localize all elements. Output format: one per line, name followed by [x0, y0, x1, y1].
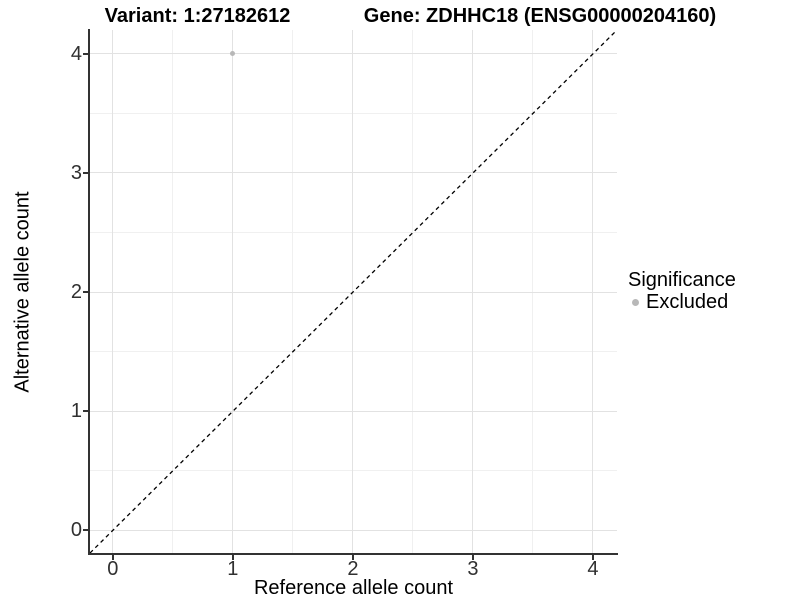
y-major-gridline: [90, 53, 617, 55]
identity-line: [90, 30, 617, 553]
y-minor-gridline: [90, 470, 617, 472]
legend-entry: Excluded: [628, 292, 736, 313]
x-axis-title: Reference allele count: [253, 577, 453, 599]
x-minor-gridline: [532, 30, 534, 553]
legend-entry-label: Excluded: [646, 291, 729, 313]
x-tick-label: 2: [347, 558, 359, 580]
y-axis-tick: [83, 171, 88, 174]
x-tick-label: 0: [107, 558, 119, 580]
plot-panel: [90, 30, 617, 553]
x-axis-tick: [351, 555, 354, 560]
y-major-gridline: [90, 410, 617, 412]
variant-title: Variant: 1:27182612: [104, 5, 291, 27]
y-minor-gridline: [90, 112, 617, 114]
x-tick-label: 3: [467, 558, 479, 580]
x-major-gridline: [112, 30, 114, 553]
legend: Significance Excluded: [628, 270, 736, 313]
y-tick-label: 3: [70, 161, 82, 184]
x-tick-label: 4: [587, 558, 599, 580]
y-axis-tick: [83, 529, 88, 532]
y-major-gridline: [90, 529, 617, 531]
x-minor-gridline: [292, 30, 294, 553]
gene-title: Gene: ZDHHC18 (ENSG00000204160): [363, 5, 717, 27]
y-axis-tick: [83, 291, 88, 294]
y-axis-tick: [83, 410, 88, 413]
y-tick-label: 2: [70, 281, 82, 304]
y-major-gridline: [90, 172, 617, 174]
y-tick-label: 4: [70, 42, 82, 65]
y-minor-gridline: [90, 351, 617, 353]
data-point: [230, 51, 236, 57]
legend-title: Significance: [628, 269, 736, 291]
x-axis-line: [88, 553, 618, 555]
y-minor-gridline: [90, 232, 617, 234]
x-major-gridline: [472, 30, 474, 553]
x-major-gridline: [592, 30, 594, 553]
y-axis-line: [88, 29, 90, 555]
x-minor-gridline: [172, 30, 174, 553]
y-axis-tick: [83, 52, 88, 55]
x-axis-tick: [591, 555, 594, 560]
x-axis-tick: [471, 555, 474, 560]
x-tick-label: 1: [227, 558, 239, 580]
x-minor-gridline: [412, 30, 414, 553]
legend-point-icon: [632, 299, 639, 306]
y-tick-label: 1: [70, 400, 82, 423]
y-tick-label: 0: [70, 519, 82, 542]
y-axis-title: Alternative allele count: [11, 191, 34, 393]
x-axis-tick: [111, 555, 114, 560]
x-major-gridline: [232, 30, 234, 553]
x-axis-tick: [231, 555, 234, 560]
